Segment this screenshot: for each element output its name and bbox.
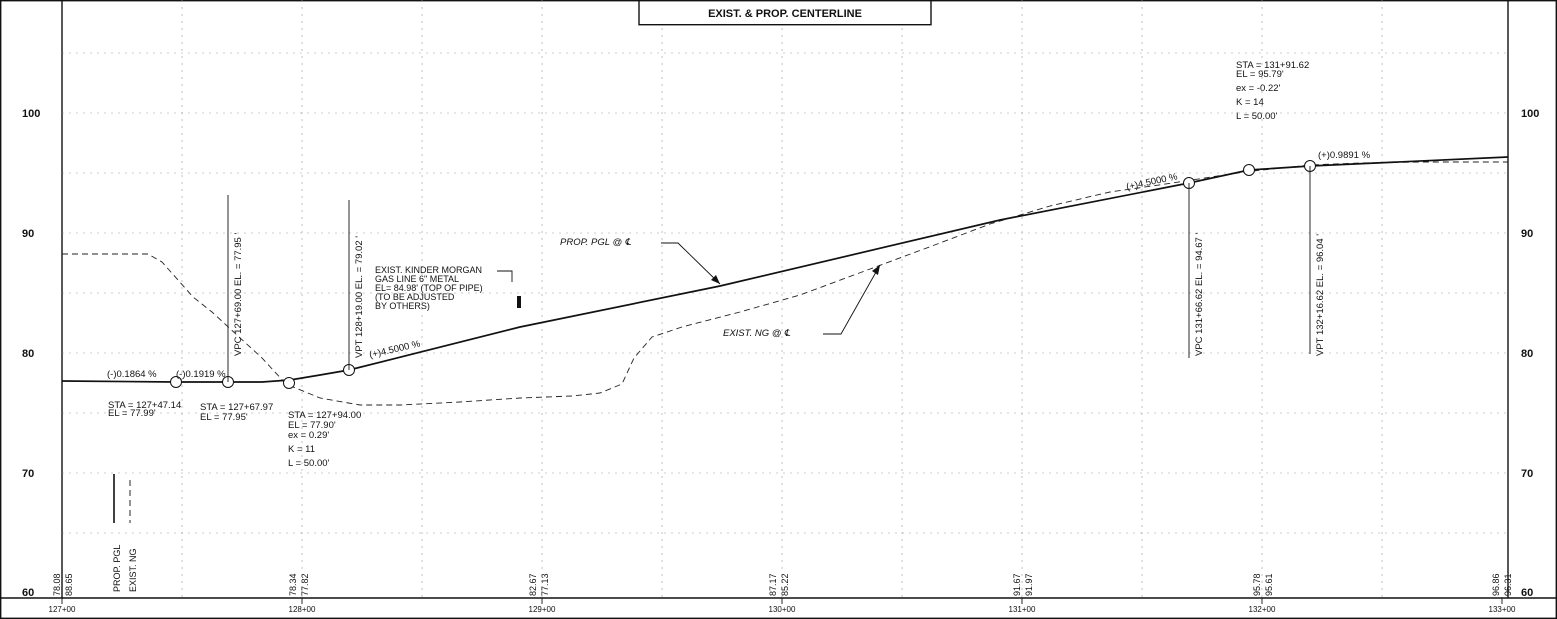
grid-lines <box>62 0 1508 598</box>
gas-pipe-marker <box>517 296 521 308</box>
svg-text:STA = 127+47.14: STA = 127+47.14 <box>108 400 181 411</box>
right-elevation-labels: 100 90 80 70 60 <box>1521 108 1539 599</box>
svg-text:(-)0.1864 %: (-)0.1864 % <box>107 369 157 380</box>
svg-text:K = 14: K = 14 <box>1236 97 1264 108</box>
title-box <box>638 0 932 26</box>
note-pt1: STA = 127+47.14 EL = 77.99' <box>108 400 181 419</box>
svg-text:EXIST. NG @ ℄: EXIST. NG @ ℄ <box>723 328 791 339</box>
svg-text:80: 80 <box>1521 348 1533 360</box>
note-pvi1: STA = 127+94.00 EL = 77.90' ex = 0.29' K… <box>288 410 361 469</box>
svg-text:130+00: 130+00 <box>769 605 796 614</box>
svg-text:STA = 127+67.97: STA = 127+67.97 <box>200 402 273 413</box>
svg-text:127+00: 127+00 <box>49 605 76 614</box>
vertical-curve-labels: VPC 127+69.00 EL. = 77.95 ' VPT 128+19.0… <box>233 233 1326 358</box>
legend-pgl-label: PROP. PGL <box>112 545 122 592</box>
proposed-grade-line <box>61 156 1509 383</box>
svg-text:87.17: 87.17 <box>768 573 778 596</box>
svg-text:STA = 131+91.62: STA = 131+91.62 <box>1236 60 1309 71</box>
svg-text:ex = -0.22': ex = -0.22' <box>1236 83 1281 94</box>
svg-text:131+00: 131+00 <box>1009 605 1036 614</box>
prop-pgl-callout: PROP. PGL @ ℄ <box>560 237 721 285</box>
svg-text:100: 100 <box>22 108 40 120</box>
svg-text:90: 90 <box>1521 228 1533 240</box>
svg-text:BY OTHERS): BY OTHERS) <box>375 301 430 311</box>
svg-text:EL = 77.90': EL = 77.90' <box>288 420 336 431</box>
svg-text:EXIST. KINDER MORGAN: EXIST. KINDER MORGAN <box>375 265 482 275</box>
drawing-title: EXIST. & PROP. CENTERLINE <box>708 8 862 20</box>
existing-ground-line <box>62 161 1508 406</box>
svg-text:K = 11: K = 11 <box>288 444 315 455</box>
svg-text:95.61: 95.61 <box>1264 573 1274 596</box>
svg-text:91.97: 91.97 <box>1024 573 1034 596</box>
svg-text:90: 90 <box>22 228 34 240</box>
svg-text:STA = 127+94.00: STA = 127+94.00 <box>288 410 361 421</box>
svg-text:VPC 127+69.00 EL. = 77.95 ': VPC 127+69.00 EL. = 77.95 ' <box>233 233 244 356</box>
svg-text:(+)4.5000 %: (+)4.5000 % <box>368 338 422 361</box>
svg-text:60: 60 <box>1521 587 1533 599</box>
svg-text:(TO BE ADJUSTED: (TO BE ADJUSTED <box>375 292 455 302</box>
profile-points <box>170 160 1316 389</box>
svg-text:100: 100 <box>1521 108 1539 120</box>
svg-text:88.65: 88.65 <box>64 573 74 596</box>
svg-text:85.22: 85.22 <box>780 573 790 596</box>
svg-text:EL = 77.99': EL = 77.99' <box>108 408 156 419</box>
exist-ng-callout: EXIST. NG @ ℄ <box>723 264 881 339</box>
vertical-curve-markers <box>227 166 1311 382</box>
svg-text:80: 80 <box>22 348 34 360</box>
svg-text:96.31: 96.31 <box>1503 573 1513 596</box>
svg-text:70: 70 <box>22 468 34 480</box>
line-legend: PROP. PGL EXIST. NG <box>112 474 138 592</box>
svg-text:77.13: 77.13 <box>540 573 550 596</box>
svg-text:82.67: 82.67 <box>528 573 538 596</box>
station-labels: 127+00 128+00 129+00 130+00 131+00 132+0… <box>49 598 1516 614</box>
svg-text:EL = 95.79': EL = 95.79' <box>1236 69 1284 80</box>
svg-text:EL= 84.98' (TOP OF PIPE): EL= 84.98' (TOP OF PIPE) <box>375 283 483 293</box>
svg-text:78.34: 78.34 <box>288 573 298 596</box>
svg-text:EL = 77.95': EL = 77.95' <box>200 412 248 423</box>
svg-text:L = 50.00': L = 50.00' <box>288 458 330 469</box>
svg-text:VPT 132+16.62 EL. = 96.04 ': VPT 132+16.62 EL. = 96.04 ' <box>1315 234 1326 356</box>
gas-line-callout: EXIST. KINDER MORGAN GAS LINE 6" METAL E… <box>375 265 521 311</box>
svg-text:ex = 0.29': ex = 0.29' <box>288 430 329 441</box>
svg-text:PROP. PGL @ ℄: PROP. PGL @ ℄ <box>560 237 632 248</box>
svg-text:VPT 128+19.00 EL. = 79.02 ': VPT 128+19.00 EL. = 79.02 ' <box>354 236 365 358</box>
svg-text:70: 70 <box>1521 468 1533 480</box>
svg-text:132+00: 132+00 <box>1249 605 1276 614</box>
svg-text:129+00: 129+00 <box>529 605 556 614</box>
svg-text:95.78: 95.78 <box>1252 573 1262 596</box>
svg-text:128+00: 128+00 <box>289 605 316 614</box>
svg-text:(-)0.1919 %: (-)0.1919 % <box>176 369 226 380</box>
legend-ng-label: EXIST. NG <box>128 548 138 592</box>
svg-text:78.08: 78.08 <box>52 573 62 596</box>
svg-text:GAS LINE 6" METAL: GAS LINE 6" METAL <box>375 274 459 284</box>
svg-text:91.67: 91.67 <box>1012 573 1022 596</box>
svg-text:60: 60 <box>22 587 34 599</box>
left-elevation-labels: 100 90 80 70 60 <box>22 108 40 599</box>
svg-text:(+)0.9891 %: (+)0.9891 % <box>1318 150 1371 161</box>
svg-text:VPC 131+66.62 EL. = 94.67 ': VPC 131+66.62 EL. = 94.67 ' <box>1194 233 1205 356</box>
note-pvi2: STA = 131+91.62 EL = 95.79' ex = -0.22' … <box>1236 60 1309 122</box>
svg-text:96.86: 96.86 <box>1491 573 1501 596</box>
note-pt2: STA = 127+67.97 EL = 77.95' <box>200 402 273 423</box>
bottom-elevation-values: 78.08 88.65 78.34 77.82 82.67 77.13 87.1… <box>52 573 1513 596</box>
svg-text:133+00: 133+00 <box>1489 605 1516 614</box>
svg-text:77.82: 77.82 <box>300 573 310 596</box>
svg-text:L = 50.00': L = 50.00' <box>1236 111 1278 122</box>
